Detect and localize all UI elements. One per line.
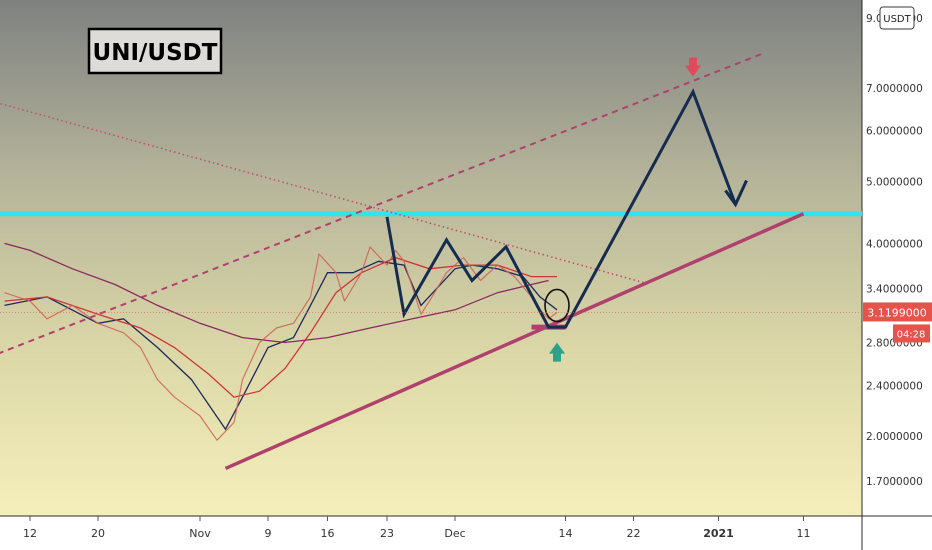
title-box: UNI/USDT <box>87 27 223 75</box>
x-tick-label: Nov <box>189 527 211 540</box>
current-price-tag: 3.1199000 04:28 <box>0 302 932 343</box>
y-tick-label: 7.0000000 <box>866 83 923 95</box>
title-box-frame <box>87 27 223 75</box>
projection-path <box>385 88 737 329</box>
price-axis-panel <box>862 0 932 550</box>
y-tick-label: 2.0000000 <box>866 431 923 443</box>
y-tick-label: 3.4000000 <box>866 284 923 296</box>
up-arrow-marker <box>549 342 565 362</box>
y-tick-label: 5.0000000 <box>866 176 923 188</box>
x-tick-label: 22 <box>627 527 641 540</box>
y-axis-ticks: 9.00000007.00000006.00000005.00000004.00… <box>866 13 923 488</box>
x-axis-ticks: 12 20 Nov 9 16 23 Dec 14 22 2021 11 <box>23 516 811 540</box>
price-tag-background <box>863 302 932 322</box>
projection-drawings <box>385 57 748 362</box>
time-axis-panel <box>0 516 862 550</box>
x-tick-label: 23 <box>380 527 394 540</box>
x-tick-label: Dec <box>444 527 465 540</box>
countdown-background <box>893 324 930 343</box>
currency-label[interactable]: USDT <box>883 14 911 25</box>
support-trendline <box>224 212 805 471</box>
x-tick-label: 9 <box>265 527 272 540</box>
x-tick-label: 11 <box>797 527 811 540</box>
price-series <box>4 246 558 441</box>
projection-arrowhead <box>724 179 748 208</box>
plot-background <box>0 0 862 516</box>
x-tick-label: 16 <box>321 527 335 540</box>
y-tick-label: 6.0000000 <box>866 126 923 138</box>
y-tick-label: 1.7000000 <box>866 476 923 488</box>
countdown-label: 04:28 <box>897 329 926 340</box>
y-tick-label: 4.0000000 <box>866 238 923 250</box>
x-tick-label: 14 <box>559 527 573 540</box>
x-tick-label: 2021 <box>703 527 734 540</box>
x-tick-label: 20 <box>91 527 105 540</box>
price-line <box>4 246 558 441</box>
moving-average-line-3 <box>4 242 549 344</box>
current-price-label: 3.1199000 <box>867 306 927 319</box>
x-tick-label: 12 <box>23 527 37 540</box>
circle-marker <box>544 288 570 323</box>
y-tick-label: 2.4000000 <box>866 380 923 392</box>
currency-badge-frame[interactable] <box>879 6 915 30</box>
chart-title: UNI/USDT <box>93 40 218 66</box>
down-arrow-marker <box>685 57 701 77</box>
currency-badge[interactable]: USDT <box>879 6 915 30</box>
